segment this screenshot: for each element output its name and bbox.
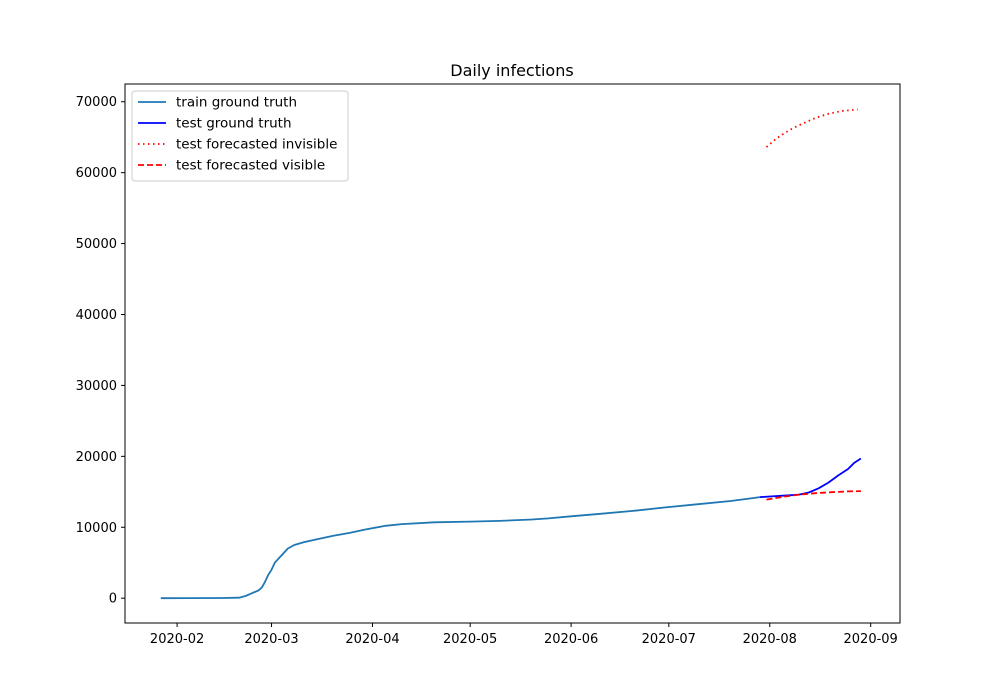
series-line-test-forecasted-invisible — [765, 108, 858, 148]
y-tick-label: 0 — [109, 592, 117, 607]
x-tick-label: 2020-03 — [244, 632, 298, 647]
y-tick-label: 60000 — [76, 166, 117, 181]
y-tick-label: 70000 — [76, 95, 117, 110]
legend: train ground truth test ground truth test … — [131, 90, 349, 182]
legend-label: test ground truth — [176, 116, 292, 132]
legend-label: test forecasted invisible — [176, 137, 337, 153]
y-tick-label: 50000 — [76, 237, 117, 252]
legend-box — [131, 90, 349, 182]
x-tick-label: 2020-07 — [642, 632, 696, 647]
series-layer — [160, 108, 862, 600]
x-tick-label: 2020-05 — [443, 632, 497, 647]
y-tick-label: 40000 — [76, 308, 117, 323]
y-tick-label: 20000 — [76, 450, 117, 465]
chart-title: Daily infections — [450, 61, 573, 80]
plot-frame — [124, 83, 901, 624]
series-line-test-ground-truth — [759, 457, 862, 498]
y-tick-label: 30000 — [76, 379, 117, 394]
x-tick-label: 2020-02 — [150, 632, 204, 647]
x-tick-label: 2020-08 — [743, 632, 797, 647]
y-tick-label: 10000 — [76, 521, 117, 536]
x-axis: 2020-02 2020-03 2020-04 2020-05 2020-06 2020-… — [150, 623, 898, 647]
series-line-test-forecasted-visible — [766, 490, 861, 501]
x-tick-label: 2020-04 — [345, 632, 399, 647]
x-tick-label: 2020-06 — [544, 632, 598, 647]
y-axis: 0 10000 20000 30000 40000 50000 60000 70000 — [76, 95, 125, 607]
series-line-train-ground-truth — [160, 496, 761, 600]
x-tick-label: 2020-09 — [844, 632, 898, 647]
legend-label: test forecasted visible — [176, 158, 325, 174]
legend-label: train ground truth — [176, 95, 297, 111]
